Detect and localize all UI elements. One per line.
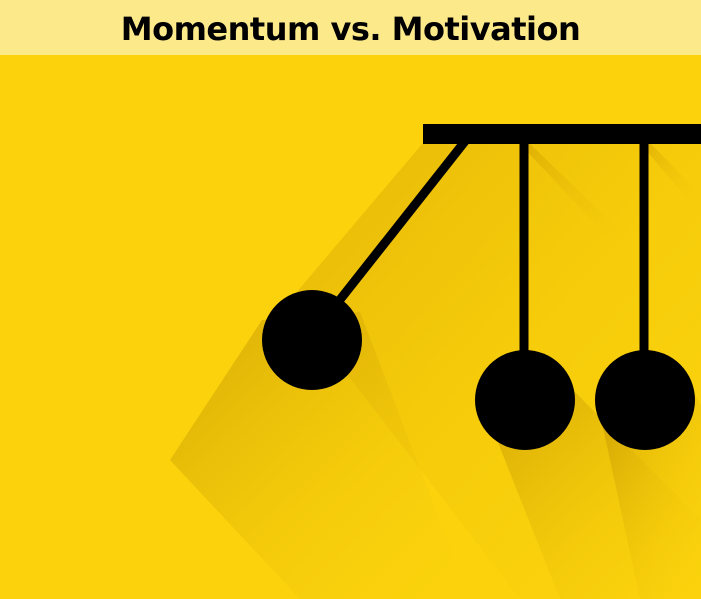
title-banner: Momentum vs. Motivation: [0, 0, 701, 55]
swing-ball-shadow: [170, 312, 470, 599]
middle-string-shadow: [519, 143, 640, 250]
page-title: Momentum vs. Motivation: [120, 9, 581, 48]
swinging-ball: [262, 290, 362, 390]
cradle-bar: [423, 124, 701, 144]
right-ball-shadow: [596, 395, 701, 599]
right-string-shadow: [640, 143, 701, 215]
middle-ball: [475, 350, 575, 450]
swing-string: [315, 135, 471, 330]
right-ball: [595, 350, 695, 450]
